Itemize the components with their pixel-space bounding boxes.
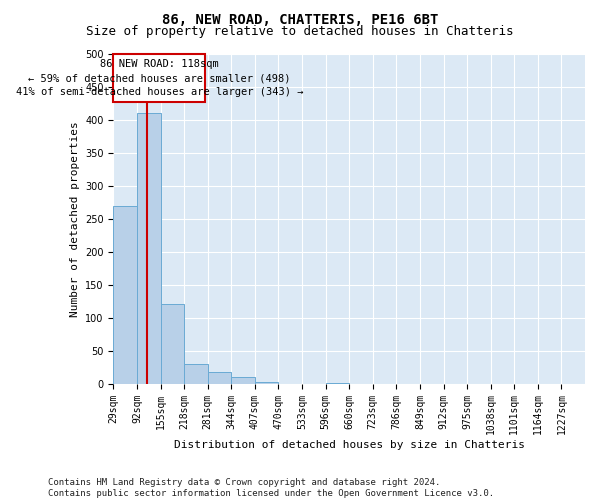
Bar: [184, 364, 208, 384]
Bar: [137, 114, 161, 384]
X-axis label: Distribution of detached houses by size in Chatteris: Distribution of detached houses by size …: [174, 440, 525, 450]
FancyBboxPatch shape: [113, 54, 205, 102]
Bar: [326, 383, 349, 384]
Text: Contains HM Land Registry data © Crown copyright and database right 2024.
Contai: Contains HM Land Registry data © Crown c…: [48, 478, 494, 498]
Bar: [232, 377, 255, 384]
Text: Size of property relative to detached houses in Chatteris: Size of property relative to detached ho…: [86, 25, 514, 38]
Bar: [113, 206, 137, 384]
Bar: [161, 304, 184, 384]
Y-axis label: Number of detached properties: Number of detached properties: [70, 121, 80, 316]
Text: 86, NEW ROAD, CHATTERIS, PE16 6BT: 86, NEW ROAD, CHATTERIS, PE16 6BT: [162, 12, 438, 26]
Bar: [255, 382, 278, 384]
Bar: [208, 372, 232, 384]
Text: 86 NEW ROAD: 118sqm
← 59% of detached houses are smaller (498)
41% of semi-detac: 86 NEW ROAD: 118sqm ← 59% of detached ho…: [16, 59, 303, 97]
